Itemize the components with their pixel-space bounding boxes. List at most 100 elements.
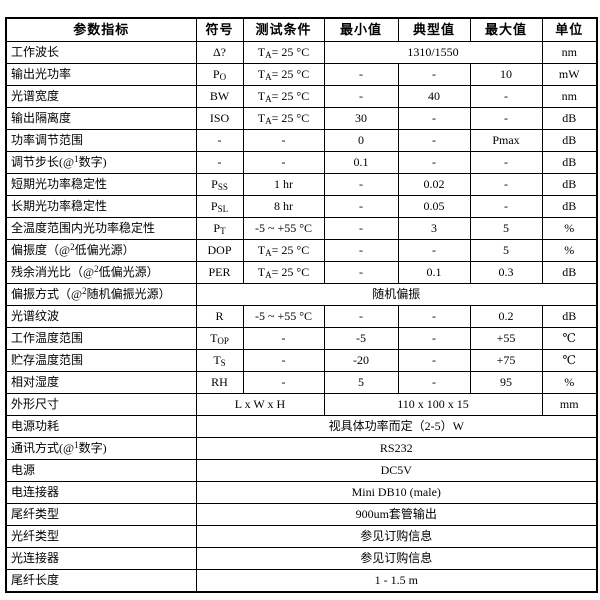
param-name-cell: 短期光功率稳定性 [5,173,197,196]
table-row: 偏振方式（@2随机偏振光源） 随机偏振 [5,283,598,306]
value-cell: 1 - 1.5 m [195,569,598,593]
value-cell: PSS [195,173,244,196]
value-cell: - [397,239,471,262]
param-name-cell: 偏振度（@2低偏光源） [5,239,197,262]
param-name-cell: 电源 [5,459,197,482]
value-cell: Δ? [195,41,244,64]
param-name-cell: 光纤类型 [5,525,197,548]
value-cell: RH [195,371,244,394]
value-cell: 30 [323,107,399,130]
value-cell: 0.1 [323,151,399,174]
value-cell: - [242,349,325,372]
value-cell: ISO [195,107,244,130]
value-cell: -5 [323,327,399,350]
value-cell: PO [195,63,244,86]
value-cell: - [397,349,471,372]
spec-table-body: 工作波长 Δ? TA= 25 °C 1310/1550 nm 输出光功率 PO TA= 25 … [5,41,598,593]
value-cell: 0.2 [469,305,543,328]
value-cell: L x W x H [195,393,325,416]
value-cell: - [323,239,399,262]
table-row: 尾纤类型 900um套管输出 [5,503,598,526]
value-cell: Pmax [469,129,543,152]
value-cell: 随机偏振 [195,283,598,306]
value-cell: 10 [469,63,543,86]
param-name-cell: 输出隔离度 [5,107,197,130]
value-cell: TA= 25 °C [242,261,325,284]
value-cell: TA= 25 °C [242,41,325,64]
value-cell: - [323,305,399,328]
param-name-cell: 光谱宽度 [5,85,197,108]
value-cell: - [397,129,471,152]
table-row: 外形尺寸 L x W x H 110 x 100 x 15 mm [5,393,598,416]
param-name-cell: 输出光功率 [5,63,197,86]
value-cell: mm [541,393,598,416]
value-cell: 0 [323,129,399,152]
header-unit: 单位 [541,17,598,42]
value-cell: 1 hr [242,173,325,196]
value-cell: PER [195,261,244,284]
value-cell: - [469,173,543,196]
table-row: 电连接器 Mini DB10 (male) [5,481,598,504]
value-cell: % [541,217,598,240]
value-cell: R [195,305,244,328]
value-cell: nm [541,41,598,64]
value-cell: - [195,151,244,174]
value-cell: -5 ~ +55 °C [242,217,325,240]
value-cell: - [323,85,399,108]
value-cell: 110 x 100 x 15 [323,393,543,416]
value-cell: 3 [397,217,471,240]
value-cell: - [242,151,325,174]
value-cell: dB [541,173,598,196]
param-name-cell: 电连接器 [5,481,197,504]
value-cell: - [323,261,399,284]
table-row: 光连接器 参见订购信息 [5,547,598,570]
table-row: 光纤类型 参见订购信息 [5,525,598,548]
spec-table: 参数指标 符号 测试条件 最小值 典型值 最大值 单位 工作波长 Δ? TA= 25… [5,17,598,593]
value-cell: - [323,195,399,218]
value-cell: 0.05 [397,195,471,218]
value-cell: 0.3 [469,261,543,284]
value-cell: 视具体功率而定（2-5）W [195,415,598,438]
value-cell: - [397,327,471,350]
value-cell: ℃ [541,327,598,350]
value-cell: 5 [469,239,543,262]
param-name-cell: 长期光功率稳定性 [5,195,197,218]
header-max: 最大值 [469,17,543,42]
param-name-cell: 调节步长(@1数字) [5,151,197,174]
table-row: 光谱纹波 R -5 ~ +55 °C - -0.2 dB [5,305,598,328]
table-row: 长期光功率稳定性 PSL 8 hr -0.05- dB [5,195,598,218]
param-name-cell: 相对湿度 [5,371,197,394]
header-test-condition: 测试条件 [242,17,325,42]
value-cell: TS [195,349,244,372]
value-cell: % [541,239,598,262]
param-name-cell: 残余消光比（@2低偏光源） [5,261,197,284]
value-cell: dB [541,107,598,130]
value-cell: dB [541,129,598,152]
value-cell: - [195,129,244,152]
value-cell: dB [541,151,598,174]
value-cell: TA= 25 °C [242,107,325,130]
value-cell: dB [541,261,598,284]
table-row: 短期光功率稳定性 PSS 1 hr -0.02- dB [5,173,598,196]
value-cell: - [397,151,471,174]
value-cell: - [323,217,399,240]
value-cell: - [323,63,399,86]
header-symbol: 符号 [195,17,244,42]
value-cell: 0.02 [397,173,471,196]
value-cell: - [242,129,325,152]
param-name-cell: 通讯方式(@1数字) [5,437,197,460]
param-name-cell: 尾纤类型 [5,503,197,526]
value-cell: - [469,151,543,174]
value-cell: - [469,195,543,218]
value-cell: BW [195,85,244,108]
table-row: 偏振度（@2低偏光源） DOP TA= 25 °C - -5% [5,239,598,262]
param-name-cell: 全温度范围内光功率稳定性 [5,217,197,240]
param-name-cell: 外形尺寸 [5,393,197,416]
value-cell: mW [541,63,598,86]
value-cell: TA= 25 °C [242,63,325,86]
value-cell: - [397,63,471,86]
param-name-cell: 贮存温度范围 [5,349,197,372]
value-cell: +75 [469,349,543,372]
table-row: 调节步长(@1数字) - -0.1- - dB [5,151,598,174]
